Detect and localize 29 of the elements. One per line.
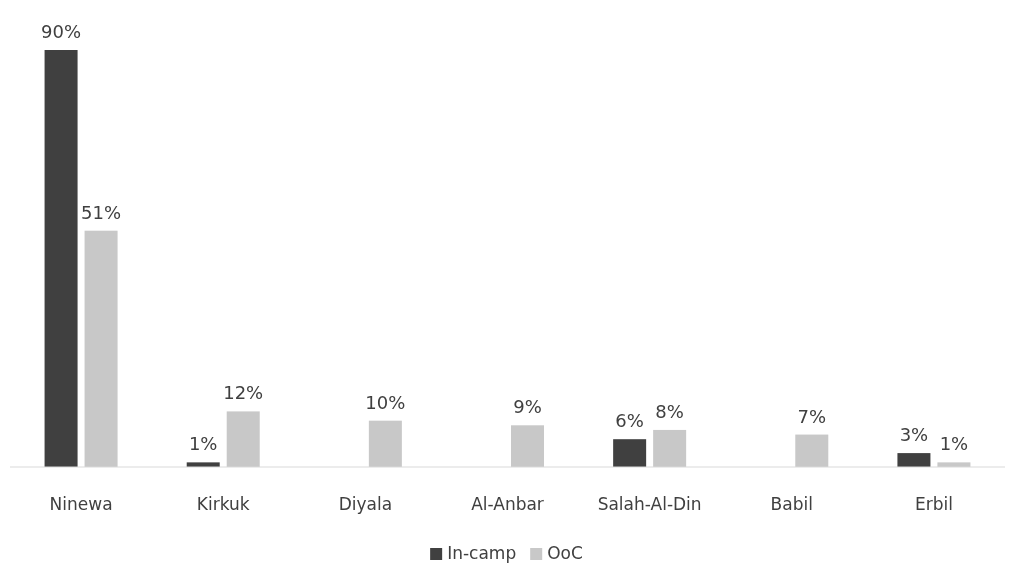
bar <box>84 230 118 467</box>
data-label: 9% <box>513 396 542 418</box>
data-label: 3% <box>899 424 929 446</box>
data-label: 7% <box>797 405 827 427</box>
bar <box>795 434 829 467</box>
data-label: 10% <box>365 391 406 413</box>
data-label: 12% <box>223 382 264 404</box>
x-tick-label: Salah-Al-Din <box>597 494 702 514</box>
bar <box>44 50 78 467</box>
legend-label: In-camp <box>447 543 517 563</box>
x-tick-label: Erbil <box>914 494 953 514</box>
x-tick-label: Diyala <box>338 494 393 514</box>
data-label: 51% <box>81 201 122 223</box>
x-tick-label: Kirkuk <box>196 494 250 514</box>
x-tick-label: Ninewa <box>49 494 113 514</box>
x-tick-label: Al-Anbar <box>471 494 544 514</box>
bar <box>613 439 647 467</box>
data-label: 1% <box>939 433 969 455</box>
data-label: 6% <box>615 410 644 432</box>
bar <box>368 420 402 467</box>
legend-label: OoC <box>547 543 583 563</box>
bar <box>226 411 260 467</box>
bar <box>653 429 687 467</box>
bar <box>511 425 544 467</box>
data-label: 90% <box>41 21 82 42</box>
x-tick-label: Babil <box>770 494 813 514</box>
bar <box>897 453 931 467</box>
data-label: 1% <box>188 433 218 455</box>
data-label: 8% <box>655 400 684 422</box>
